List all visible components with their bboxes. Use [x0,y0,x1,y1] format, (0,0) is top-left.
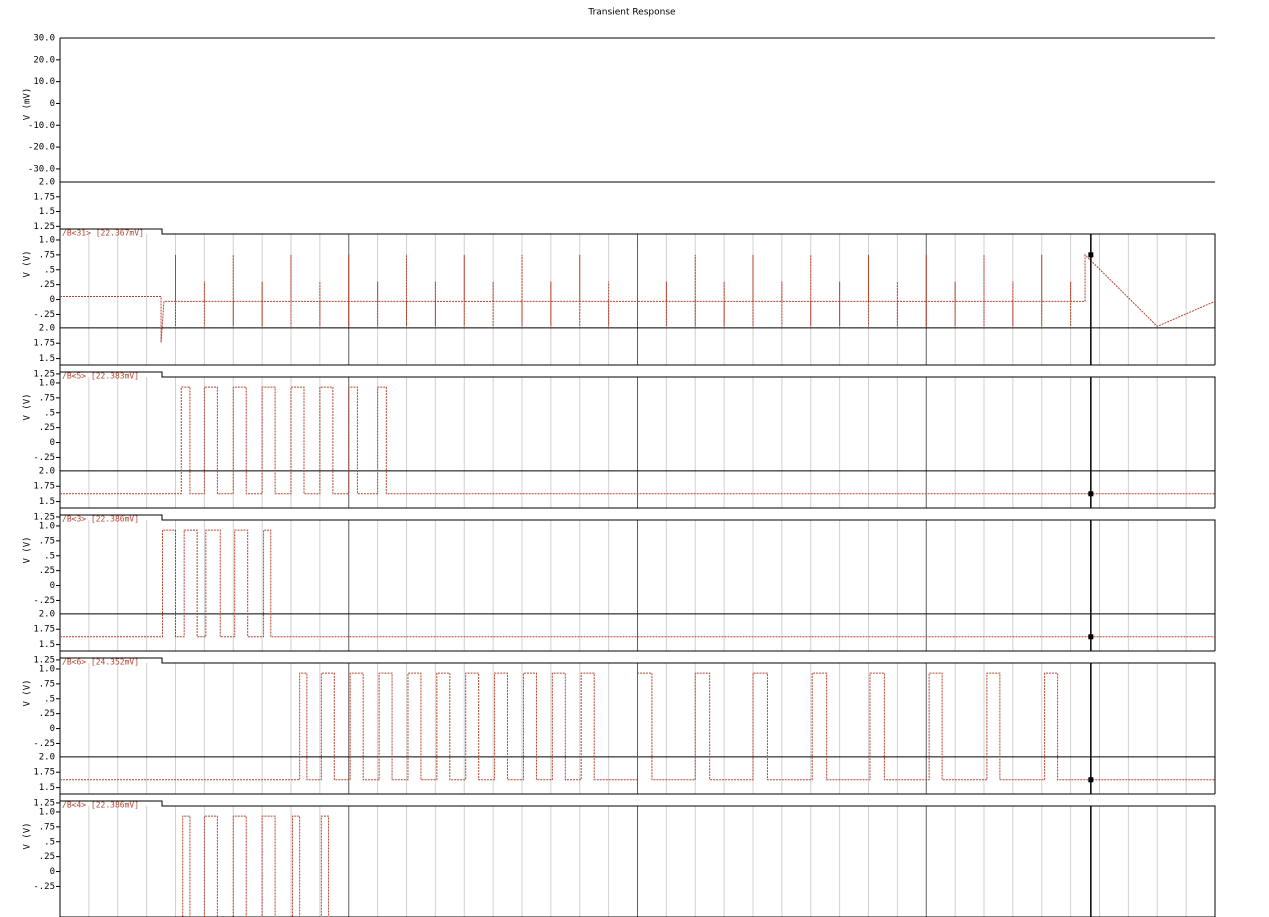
y-tick-label: 10.0 [33,77,55,87]
trace-label: /B<5> [22.383mV] [62,372,139,381]
y-tick-label: 20.0 [33,55,55,65]
y-tick-label: 1.25 [33,655,55,665]
y-tick-label: 2.0 [39,609,55,619]
y-tick-label: 2.0 [39,178,55,188]
y-tick-label: 0 [50,724,55,734]
trace-label: /B<6> [24.352mV] [62,658,139,667]
y-tick-label: .75 [39,250,55,260]
y-tick-label: 0 [50,438,55,448]
y-tick-label: 1.75 [33,339,55,349]
y-tick-label: -.25 [33,453,55,463]
y-tick-label: .25 [39,566,55,576]
y-tick-label: .75 [39,536,55,546]
y-tick-label: -.25 [33,310,55,320]
trace-frame [60,657,1216,795]
y-tick-label: 1.5 [39,207,55,217]
y-tick-label: -20.0 [28,143,55,153]
trace-frame [60,228,1216,366]
trace-frame [60,371,1216,509]
y-tick-label: .5 [44,265,55,275]
y-tick-label: -.25 [33,882,55,892]
y-tick-label: .75 [39,679,55,689]
y-tick-label: 2.0 [39,752,55,762]
y-tick-label: 1.5 [39,783,55,793]
trace-frame [60,800,1216,917]
y-tick-label: .25 [39,852,55,862]
y-tick-label: 1.0 [39,807,55,817]
trace-label: /B<31> [22.367mV] [62,229,144,238]
y-axis-label: V (V) [23,393,33,420]
y-tick-label: 1.0 [39,521,55,531]
y-tick-label: 1.5 [39,640,55,650]
y-tick-label: .5 [44,551,55,561]
y-tick-label: 30.0 [33,34,55,44]
y-tick-label: -.25 [33,596,55,606]
y-tick-label: .75 [39,822,55,832]
y-tick-label: 1.0 [39,378,55,388]
window-title: Transient Response [587,8,676,18]
y-axis-label: V (V) [23,679,33,706]
y-tick-label: -10.0 [28,121,55,131]
y-tick-label: 1.75 [33,768,55,778]
y-tick-label: 1.75 [33,482,55,492]
trace-label: /B<4> [22.386mV] [62,801,139,810]
y-tick-label: 1.25 [33,222,55,232]
waveform [60,253,1216,343]
y-tick-label: 1.75 [33,192,55,202]
y-tick-label: 1.25 [33,512,55,522]
y-tick-label: 0 [50,295,55,305]
y-tick-label: 1.25 [33,369,55,379]
y-tick-label: .5 [44,694,55,704]
y-tick-label: 2.0 [39,323,55,333]
y-tick-label: 0 [50,99,55,109]
y-tick-label: -30.0 [28,164,55,174]
y-tick-label: 2.0 [39,466,55,476]
y-tick-label: 1.0 [39,664,55,674]
y-tick-label: 0 [50,581,55,591]
y-tick-label: .25 [39,423,55,433]
waveform [60,529,1215,638]
y-tick-label: .75 [39,393,55,403]
y-tick-label: 1.0 [39,235,55,245]
trace-frame [60,514,1216,652]
waveform [60,386,1215,495]
trace-label: /B<3> [22.386mV] [62,515,139,524]
y-tick-label: 1.5 [39,354,55,364]
y-tick-label: .5 [44,408,55,418]
y-axis-label: V (V) [23,250,33,277]
y-tick-label: 1.75 [33,625,55,635]
y-axis-label: V (V) [23,536,33,563]
y-tick-label: 0 [50,867,55,877]
y-tick-label: .5 [44,837,55,847]
y-axis-label: V (mV) [23,88,33,121]
y-tick-label: .25 [39,709,55,719]
y-tick-label: 1.5 [39,497,55,507]
y-tick-label: .25 [39,280,55,290]
y-tick-label: -.25 [33,739,55,749]
y-tick-label: 1.25 [33,798,55,808]
y-axis-label: V (V) [23,822,33,849]
